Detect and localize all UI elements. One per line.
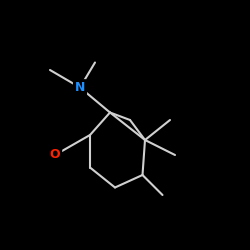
Text: N: N xyxy=(75,81,85,94)
Text: O: O xyxy=(50,148,60,162)
